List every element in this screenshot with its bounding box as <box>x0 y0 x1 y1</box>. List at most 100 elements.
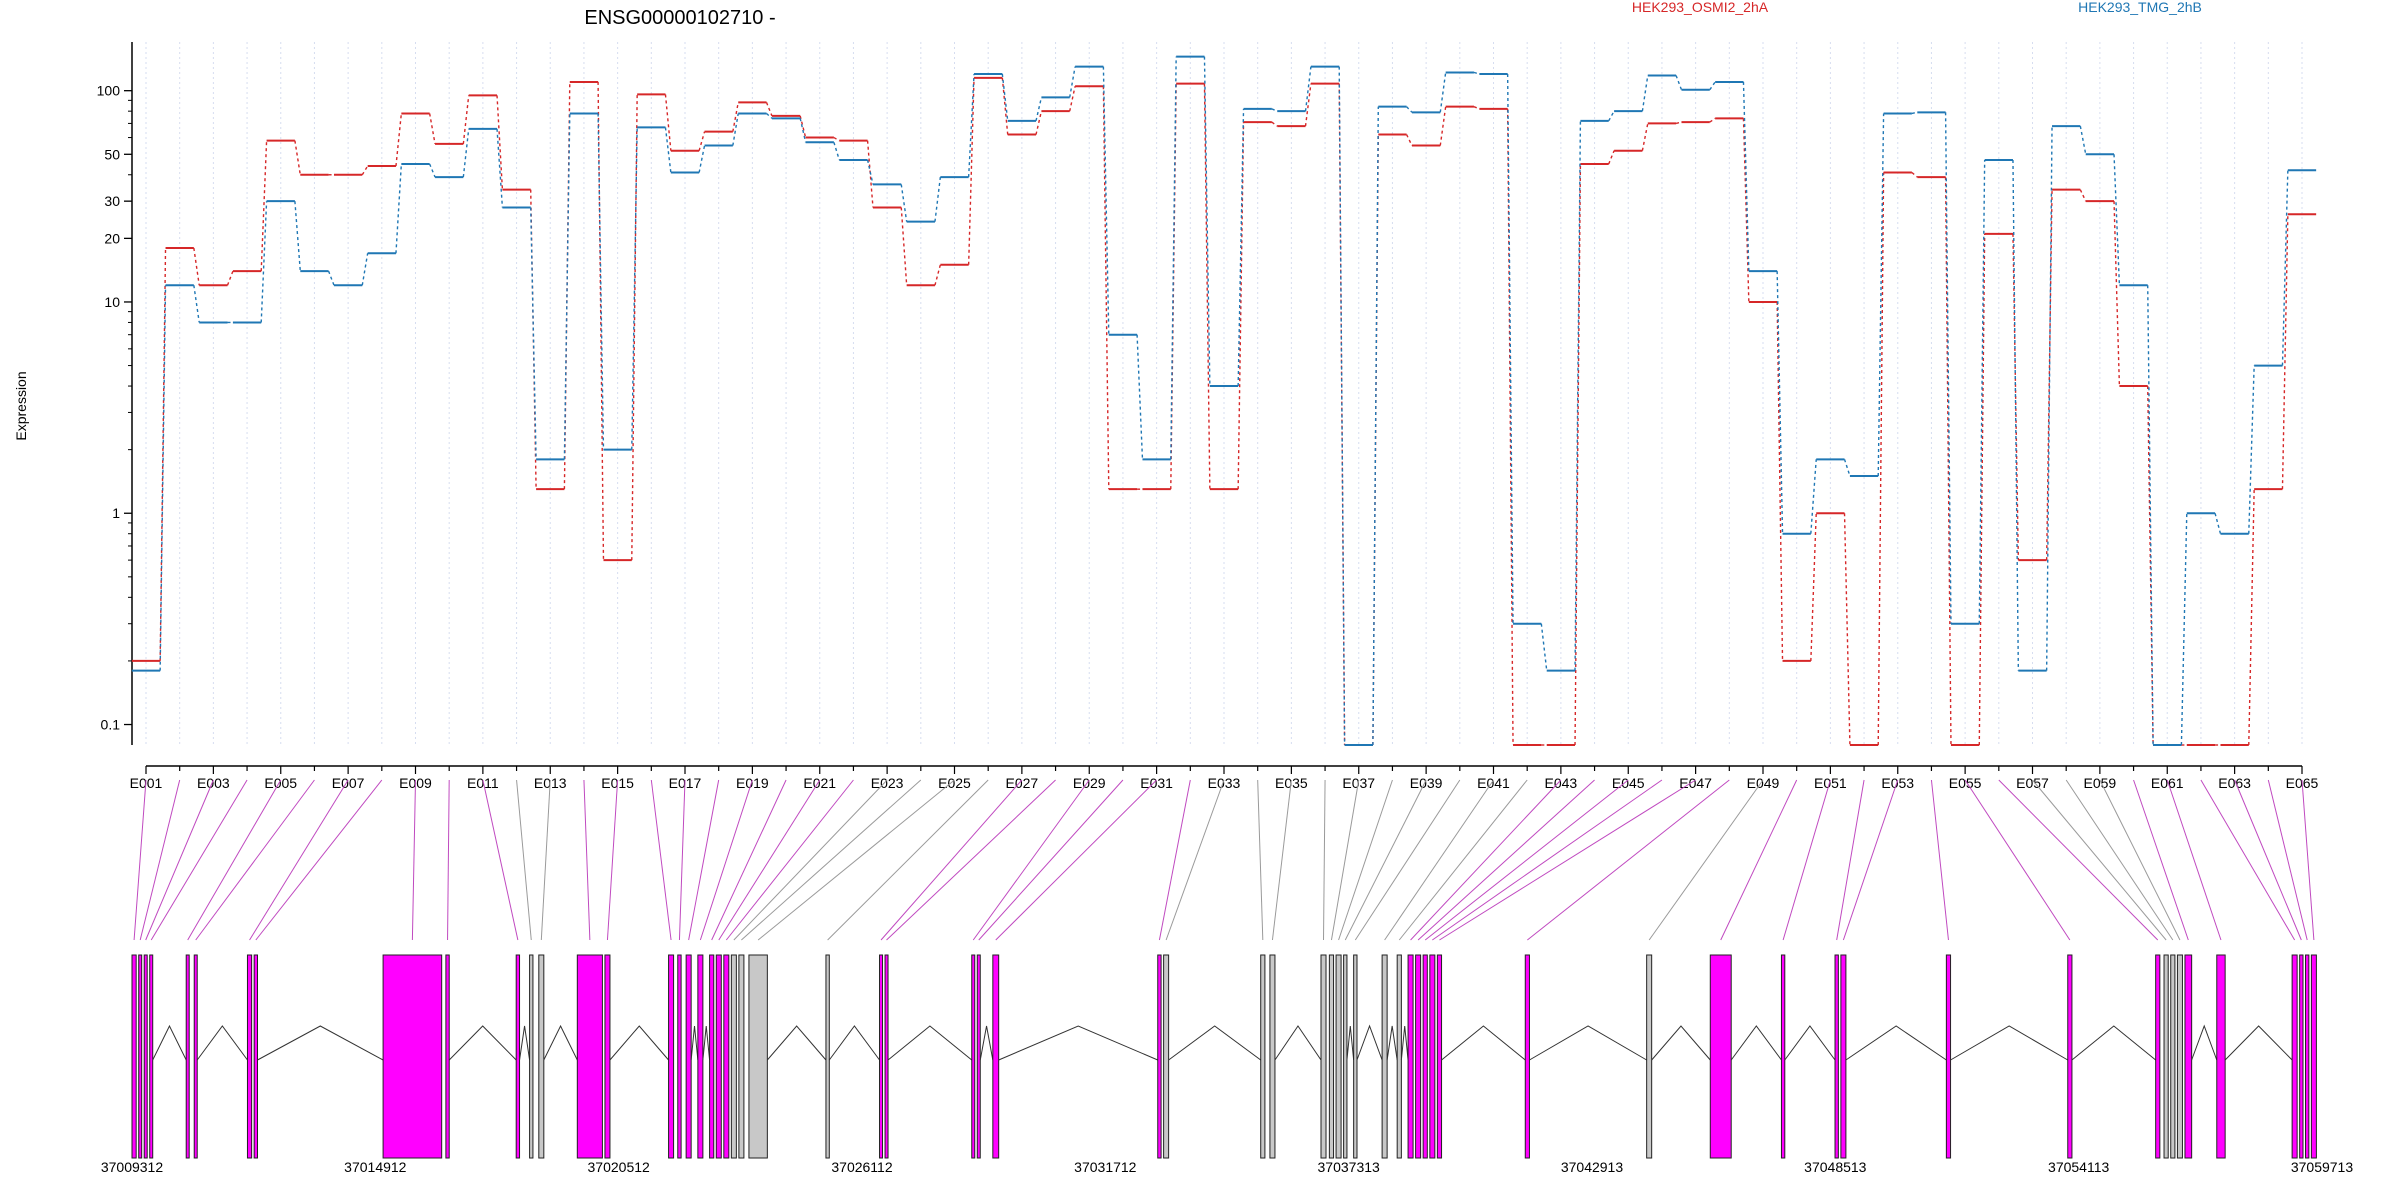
exon-block <box>149 954 154 1159</box>
series-connector-1 <box>1641 123 1649 151</box>
exon-block <box>445 954 450 1159</box>
exon-connector <box>1158 779 1191 941</box>
exon-block <box>576 954 603 1159</box>
exon-block <box>1780 954 1786 1159</box>
exon-connector <box>978 779 1124 941</box>
series-connector-2 <box>429 163 436 178</box>
exon-block <box>1269 954 1276 1159</box>
exon-block <box>748 954 768 1159</box>
genomic-coordinate-label: 37031712 <box>1074 1159 1137 1175</box>
exon-block <box>1260 954 1266 1159</box>
exon-connector <box>1930 779 1949 941</box>
exon-connector <box>1410 779 1562 941</box>
intron-line <box>2191 1024 2218 1061</box>
x-tick-label: E031 <box>1140 775 1173 791</box>
series-connector-2 <box>1338 66 1346 746</box>
intron-line <box>448 1025 517 1061</box>
exon-block <box>2291 954 2298 1159</box>
series-connector-1 <box>1944 177 1952 746</box>
grid-lines <box>145 42 2303 745</box>
x-tick-label: E021 <box>803 775 836 791</box>
y-tick-label: 0.1 <box>101 717 121 733</box>
exon-connector <box>2200 779 2296 941</box>
intron-line <box>1400 1025 1409 1061</box>
series-connector-2 <box>159 285 167 671</box>
intron-line <box>196 1025 248 1061</box>
exon-connector <box>1432 779 1663 941</box>
exon-block <box>884 954 889 1159</box>
legend-series-1: HEK293_OSMI2_2hA <box>1632 0 1769 15</box>
series-connector-2 <box>1877 113 1885 477</box>
series-connector-1 <box>1810 513 1817 661</box>
exon-connector <box>411 779 416 941</box>
x-tick-label: E053 <box>1881 775 1914 791</box>
series-connector-2 <box>2147 285 2154 746</box>
series-connector-2 <box>193 285 200 323</box>
series-connector-1 <box>967 77 975 265</box>
series-connector-2 <box>2180 513 2188 746</box>
exon-connector <box>1998 779 2159 941</box>
intron-line <box>979 1025 994 1061</box>
exon-connector <box>2166 779 2222 941</box>
exon-block <box>2310 954 2317 1159</box>
series-connector-2 <box>1776 271 1784 534</box>
exon-connector <box>699 779 753 941</box>
series-connector-2 <box>1203 56 1211 387</box>
intron-line <box>1274 1025 1322 1061</box>
exon-connector <box>725 779 854 941</box>
series-connector-1 <box>496 95 504 190</box>
series-connector-2 <box>563 113 571 460</box>
x-tick-label: E037 <box>1342 775 1375 791</box>
series-connector-1 <box>1405 134 1413 146</box>
series-connector-2 <box>1035 97 1043 121</box>
exon-connector <box>1271 779 1292 941</box>
exon-block <box>382 954 443 1159</box>
exon-block <box>143 954 148 1159</box>
intron-line <box>1356 1024 1383 1061</box>
x-tick-label: E043 <box>1545 775 1578 791</box>
genomic-coordinate-label: 37059713 <box>2291 1159 2354 1175</box>
x-tick-label: E051 <box>1814 775 1847 791</box>
exon-block <box>709 954 715 1159</box>
exon-connector <box>1782 779 1831 941</box>
x-tick-label: E047 <box>1679 775 1712 791</box>
exon-block <box>1840 954 1847 1159</box>
exon-block <box>668 954 675 1159</box>
x-tick-label: E005 <box>264 775 297 791</box>
genomic-coordinate-label: 37054113 <box>2048 1159 2109 1175</box>
exon-connector <box>150 779 248 941</box>
exon-connector <box>1354 779 1461 941</box>
series-connector-1 <box>934 264 942 286</box>
exon-block <box>1343 954 1348 1159</box>
x-tick-label: E055 <box>1949 775 1982 791</box>
exon-connector <box>249 779 349 941</box>
exon-connector <box>255 779 383 941</box>
series-connector-1 <box>1473 106 1480 110</box>
exon-connector <box>1398 779 1528 941</box>
series-connector-2 <box>2281 170 2289 366</box>
exon-connector <box>1257 779 1264 941</box>
exon-block <box>131 954 137 1159</box>
exon-connector <box>187 779 282 941</box>
series-connector-2 <box>967 73 975 178</box>
exon-connector <box>2267 779 2308 941</box>
series-connector-1 <box>900 207 908 286</box>
series-connector-1 <box>799 115 807 138</box>
series-connector-1 <box>1675 121 1682 125</box>
exon-block <box>1422 954 1428 1159</box>
exon-block <box>515 954 521 1159</box>
series-connector-1 <box>1439 106 1447 146</box>
exon-connector <box>195 779 315 941</box>
series-connector-2 <box>1911 111 1918 115</box>
intron-line <box>1845 1025 1947 1061</box>
exon-connector <box>1964 779 2071 941</box>
intron-line <box>766 1025 827 1061</box>
exon-block <box>685 954 692 1159</box>
x-tick-label: E033 <box>1208 775 1241 791</box>
intron-line <box>257 1025 384 1061</box>
exon-block <box>1415 954 1422 1159</box>
exon-connector <box>1165 779 1225 941</box>
series-connector-1 <box>1203 83 1211 490</box>
genomic-coordinate-label: 37020512 <box>588 1159 651 1175</box>
series-connector-1 <box>1911 171 1918 178</box>
